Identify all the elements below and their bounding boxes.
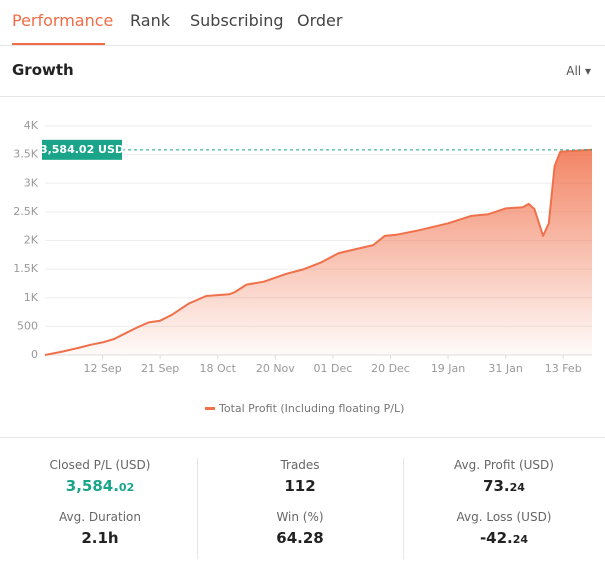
stat-label: Trades [280,458,320,472]
filter-dropdown[interactable]: All ▾ [566,64,591,78]
stats-column: Trades 112 Win (%) 64.28 [200,458,400,559]
area [45,149,592,355]
y-tick-label: 500 [17,319,38,332]
stats-column: Avg. Profit (USD) 73.24 Avg. Loss (USD) -42… [404,458,604,559]
y-tick-label: 0 [31,348,38,361]
section-title: Growth [12,61,74,79]
stat: Win (%) 64.28 [200,510,400,562]
x-tick-label: 20 Nov [256,362,295,375]
section-header: Growth All ▾ [0,46,605,97]
stat-value: 73.24 [404,477,604,495]
tab[interactable]: Order [297,11,343,30]
stat-value-fraction: 24 [509,481,525,494]
stat-label: Win (%) [276,510,324,524]
stat-value: 64.28 [200,529,400,547]
x-tick-label: 21 Sep [141,362,179,375]
stat-label: Closed P/L (USD) [49,458,151,472]
y-tick-label: 2K [24,234,39,247]
x-tick-label: 20 Dec [371,362,410,375]
stat-value-main: 112 [284,477,316,495]
x-tick-label: 18 Oct [199,362,236,375]
tab[interactable]: Subscribing [190,11,284,30]
stat: Trades 112 [200,458,400,510]
x-tick-label: 31 Jan [488,362,522,375]
stat-label: Avg. Profit (USD) [454,458,554,472]
tab-bar: Performance Rank Subscribing Order [0,0,605,46]
x-tick-label: 12 Sep [83,362,121,375]
x-tick-label: 01 Dec [314,362,353,375]
stat-value-fraction: 24 [512,533,529,546]
y-tick-label: 3.5K [13,148,38,161]
y-tick-label: 4K [24,119,39,132]
legend-label: Total Profit (Including floating P/L) [218,402,404,415]
stats-panel: Closed P/L (USD) 3,584.02 Avg. Duration 2.1… [0,437,605,559]
y-tick-label: 1K [24,291,39,304]
tab[interactable]: Performance [12,11,114,30]
stat-value-main: 73. [483,477,510,495]
legend-swatch [205,407,215,410]
x-tick-label: 19 Jan [431,362,465,375]
stat: Avg. Profit (USD) 73.24 [404,458,604,510]
stat: Avg. Loss (USD) -42.24 [404,510,604,562]
current-value-badge [42,139,122,160]
divider [403,458,404,559]
stat-label: Avg. Loss (USD) [456,510,552,524]
tab[interactable]: Rank [130,11,170,30]
stat-value-main: 3,584. [65,477,119,495]
stat: Avg. Duration 2.1h [0,510,200,562]
stat-value: -42.24 [404,529,604,547]
current-value-label: 3,584.02 USD [40,143,124,156]
stat-value: 112 [200,477,400,495]
y-tick-label: 3K [24,176,39,189]
stat-value: 2.1h [0,529,200,547]
stat-value-fraction: 02 [118,481,135,494]
y-tick-label: 1.5K [13,262,38,275]
filter-value: All [566,64,582,78]
x-tick-label: 13 Feb [545,362,582,375]
y-tick-label: 2.5K [13,205,38,218]
stat-value-main: 2.1h [81,529,119,547]
tab-indicator [12,43,105,45]
stat: Closed P/L (USD) 3,584.02 [0,458,200,510]
divider [197,458,198,559]
stat-value-main: 64.28 [276,529,324,547]
line [44,148,593,356]
stat-value-main: -42. [479,529,513,547]
stats-column: Closed P/L (USD) 3,584.02 Avg. Duration 2.1… [0,458,200,559]
stat-label: Avg. Duration [59,510,141,524]
stat-value: 3,584.02 [0,477,200,495]
chart: 0 500 1K 1.5K 2K 2.5K 3K 3.5K 4K 12 Sep 21 Sep 18 O… [13,119,593,415]
